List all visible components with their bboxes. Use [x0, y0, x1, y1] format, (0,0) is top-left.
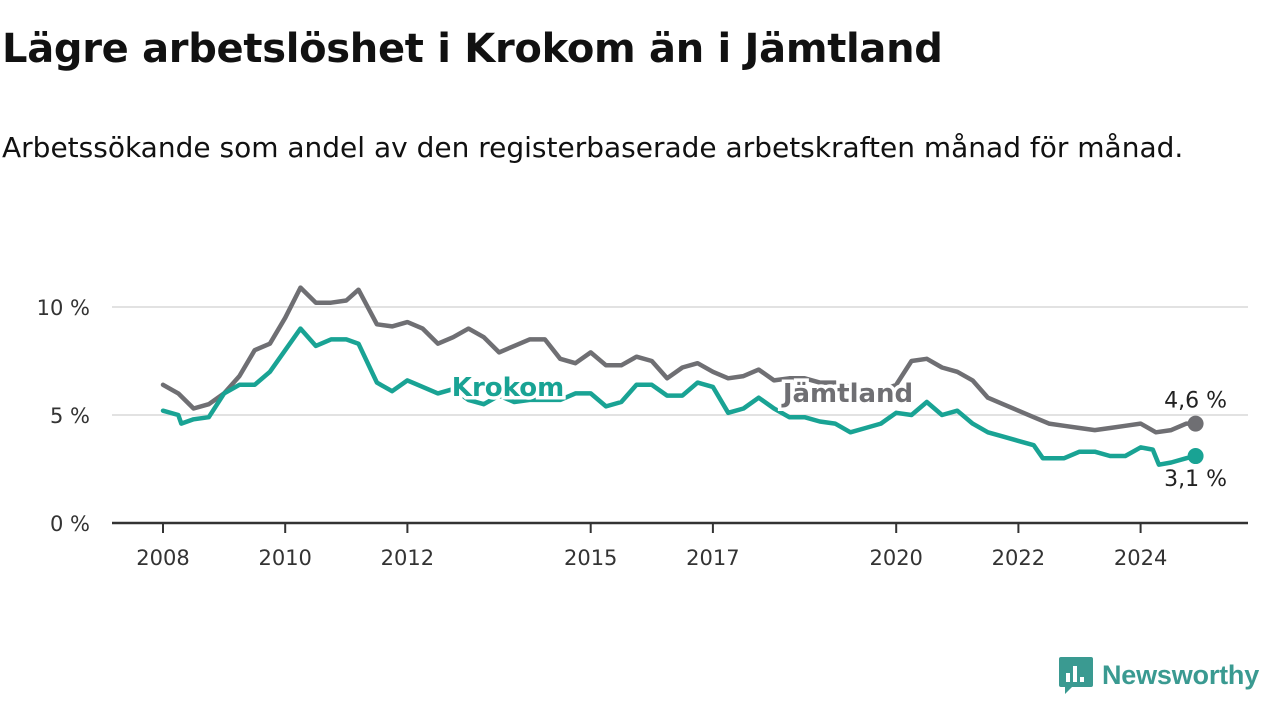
end-value-label-jmtland: 4,6 % [1164, 389, 1227, 414]
series-endpoint-jmtland [1187, 415, 1204, 432]
x-tick-label: 2022 [992, 546, 1045, 570]
x-tick-label: 2010 [258, 546, 311, 570]
line-chart: 0 % 5 % 10 % 2008 2010 2012 2015 2017 2020 2022 20… [37, 285, 1248, 570]
x-tick-label: 2017 [686, 546, 739, 570]
series-lines [160, 285, 1204, 467]
chart-title: Lägre arbetslöshet i Krokom än i Jämtlan… [2, 26, 943, 72]
series-endpoint-krokom [1187, 448, 1204, 465]
x-axis: 0 % 5 % 10 % 2008 2010 2012 2015 2017 2020 2022 20… [37, 296, 1248, 570]
newsworthy-logo: Newsworthy [1058, 654, 1259, 696]
series-labels: Jämtland 4,6 % Krokom 3,1 % [448, 370, 1229, 495]
series-label-krokom: Krokom [452, 373, 564, 403]
y-tick-label: 10 % [37, 296, 90, 320]
brand-name: Newsworthy [1102, 659, 1260, 690]
x-tick-label: 2008 [136, 546, 189, 570]
x-tick-label: 2012 [381, 546, 434, 570]
series-label-jmtland: Jämtland [781, 379, 913, 409]
x-tick-label: 2015 [564, 546, 617, 570]
series-line-krokom [160, 326, 1198, 467]
x-tick-label: 2024 [1114, 546, 1167, 570]
series-line-jmtland [160, 285, 1198, 435]
y-tick-label: 5 % [50, 404, 90, 428]
y-tick-label: 0 % [50, 512, 90, 536]
x-tick-label: 2020 [869, 546, 922, 570]
gridlines [112, 306, 1248, 416]
end-value-label-krokom: 3,1 % [1164, 467, 1227, 492]
bar-chart-speech-icon [1059, 657, 1093, 694]
chart-subtitle: Arbetssökande som andel av den registerb… [2, 131, 1184, 164]
